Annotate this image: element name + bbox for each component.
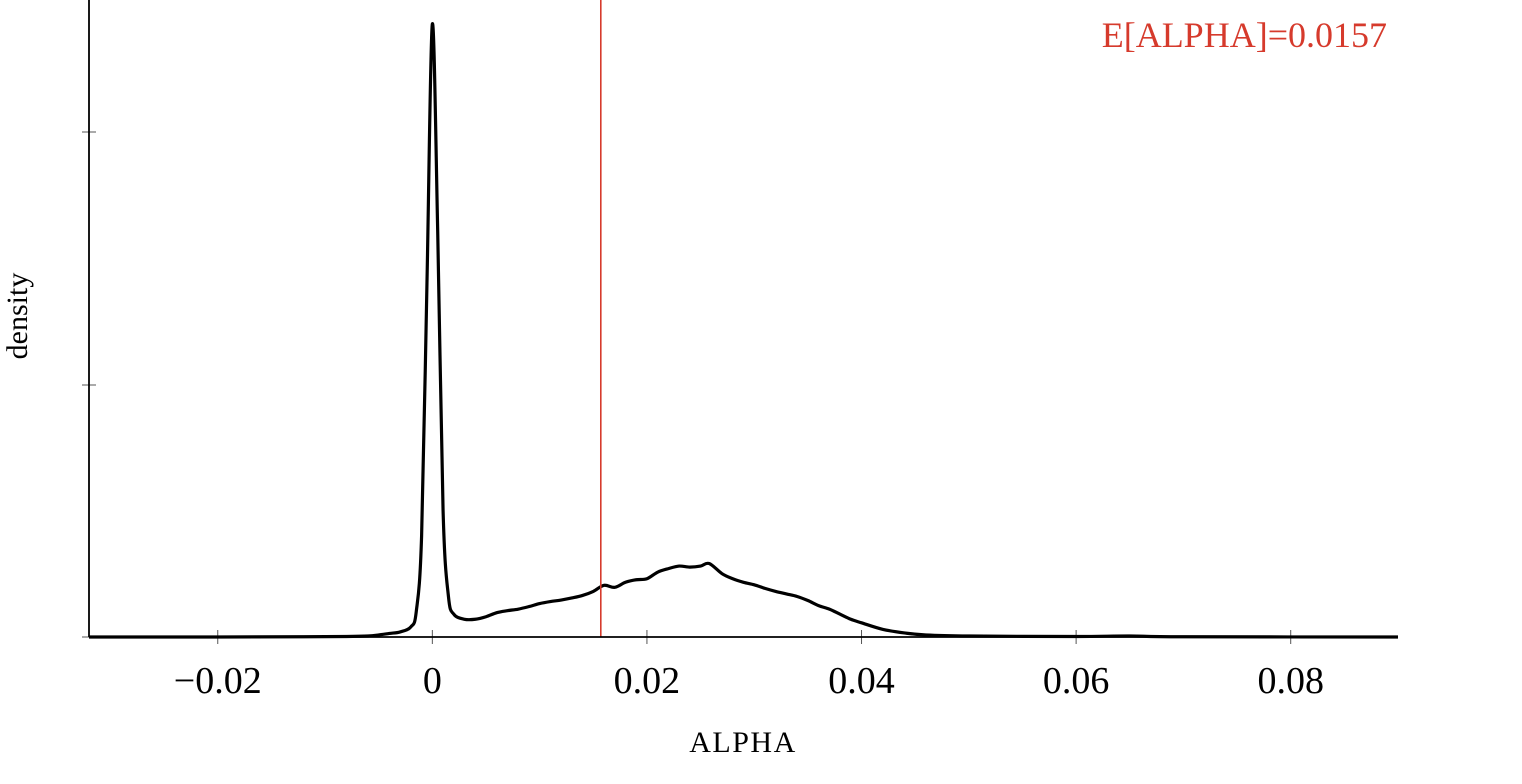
x-tick-label: 0	[423, 660, 442, 702]
x-tick-label: 0.06	[1043, 660, 1110, 702]
x-tick-label: −0.02	[174, 660, 262, 702]
x-tick-label: 0.04	[828, 660, 895, 702]
mean-annotation: E[ALPHA]=0.0157	[1102, 15, 1387, 55]
x-tick-label: 0.02	[614, 660, 681, 702]
x-tick-label: 0.08	[1257, 660, 1324, 702]
x-axis-label: ALPHA	[689, 726, 797, 759]
density-curve	[89, 22, 1399, 639]
y-axis-label: density	[1, 273, 34, 360]
x-ticks: −0.02 0 0.02 0.04 0.06 0.08	[174, 630, 1324, 702]
